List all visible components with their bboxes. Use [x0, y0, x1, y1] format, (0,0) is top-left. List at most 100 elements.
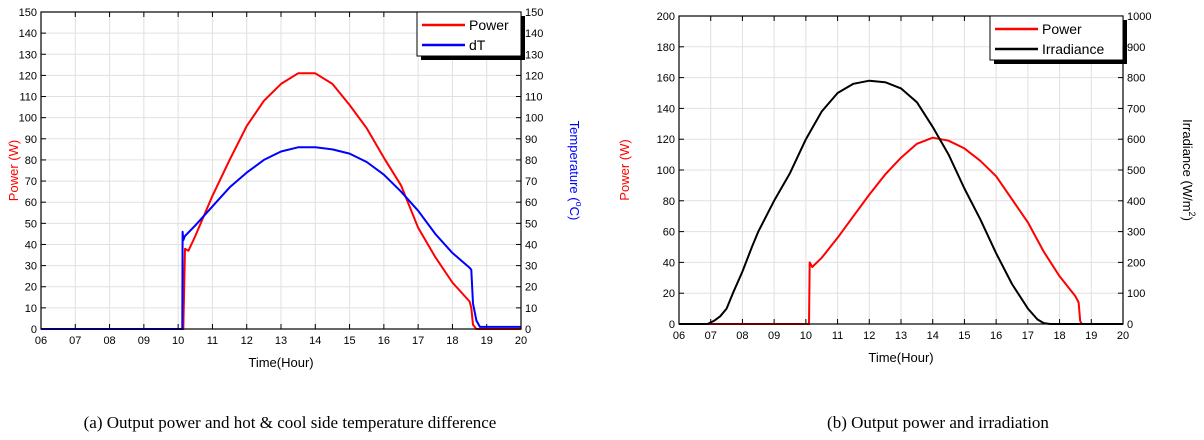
y-tick-label: 120 — [19, 70, 37, 82]
x-tick-label: 08 — [103, 335, 115, 347]
x-tick-label: 09 — [138, 335, 150, 347]
y-right-axis-label-end: ) — [1180, 217, 1195, 221]
y-tick-label: 20 — [663, 288, 675, 300]
y-right-tick-label: 600 — [1127, 134, 1145, 146]
y-tick-label: 150 — [19, 7, 37, 19]
x-tick-label: 07 — [705, 330, 717, 342]
y-right-tick-label: 200 — [1127, 257, 1145, 269]
y-tick-label: 100 — [657, 165, 675, 177]
y-tick-label: 30 — [25, 261, 37, 273]
plot-frame — [678, 15, 1124, 325]
x-tick-label: 17 — [1022, 330, 1034, 342]
y-tick-label: 140 — [657, 103, 675, 115]
plot-frame — [40, 11, 522, 330]
y-tick-label: 110 — [19, 92, 37, 104]
y-right-tick-label: 20 — [525, 282, 537, 294]
y-right-tick-label: 900 — [1127, 42, 1145, 54]
y-right-tick-label: 120 — [525, 70, 543, 82]
y-tick-label: 10 — [25, 303, 37, 315]
series-line-power — [679, 136, 1123, 325]
y-right-tick-label: 100 — [1127, 288, 1145, 300]
y-right-axis-label-end: C) — [567, 207, 582, 221]
y-tick-label: 160 — [657, 73, 675, 85]
x-tick-label: 15 — [958, 330, 970, 342]
y-right-tick-label: 50 — [525, 218, 537, 230]
y-tick-label: 0 — [669, 319, 675, 331]
y-tick-label: 180 — [657, 42, 675, 54]
series-line-dt — [41, 146, 521, 330]
series-line-power — [41, 72, 521, 330]
y-tick-label: 100 — [19, 113, 37, 125]
series-line-irradiance — [679, 79, 1123, 325]
y-right-tick-label: 110 — [525, 92, 543, 104]
y-right-axis-label-sup: 2 — [1187, 212, 1197, 217]
x-tick-label: 13 — [275, 335, 287, 347]
y-right-tick-label: 140 — [525, 28, 543, 40]
x-tick-label: 18 — [1053, 330, 1065, 342]
y-tick-label: 40 — [663, 257, 675, 269]
y-tick-label: 40 — [25, 239, 37, 251]
legend-label-dt: dT — [469, 37, 486, 53]
y-tick-label: 130 — [19, 49, 37, 61]
y-right-tick-label: 90 — [525, 134, 537, 146]
x-tick-label: 18 — [446, 335, 458, 347]
y-right-tick-label: 40 — [525, 239, 537, 251]
y-tick-label: 120 — [657, 134, 675, 146]
y-right-tick-label: 10 — [525, 303, 537, 315]
legend: Power dT — [416, 11, 522, 57]
y-right-tick-label: 150 — [525, 7, 543, 19]
x-tick-label: 13 — [895, 330, 907, 342]
y-axis-label: Power (W) — [617, 139, 632, 200]
y-right-tick-label: 400 — [1127, 196, 1145, 208]
x-tick-label: 10 — [172, 335, 184, 347]
x-tick-label: 07 — [69, 335, 81, 347]
y-right-tick-label: 1000 — [1127, 11, 1151, 23]
y-right-axis-label-main: Temperature ( — [567, 121, 582, 203]
y-tick-label: 70 — [25, 176, 37, 188]
x-axis-label: Time(Hour) — [868, 350, 933, 365]
y-right-tick-label: 300 — [1127, 227, 1145, 239]
x-tick-label: 12 — [241, 335, 253, 347]
x-tick-label: 12 — [863, 330, 875, 342]
x-tick-label: 08 — [736, 330, 748, 342]
y-right-tick-label: 70 — [525, 176, 537, 188]
legend-label-power: Power — [469, 17, 509, 33]
y-right-tick-label: 60 — [525, 197, 537, 209]
y-tick-label: 140 — [19, 28, 37, 40]
x-tick-label: 16 — [990, 330, 1002, 342]
x-tick-label: 10 — [800, 330, 812, 342]
y-right-tick-label: 0 — [525, 324, 531, 336]
y-axis-label: Power (W) — [6, 140, 21, 201]
y-tick-label: 90 — [25, 134, 37, 146]
x-tick-label: 19 — [1085, 330, 1097, 342]
y-tick-label: 60 — [663, 227, 675, 239]
y-tick-label: 200 — [657, 11, 675, 23]
chart-a: 06 07 08 09 10 11 12 13 14 15 16 17 18 19 200102030405… — [6, 7, 584, 370]
x-axis-label: Time(Hour) — [248, 355, 313, 370]
legend: Power Irradiance — [989, 15, 1124, 61]
caption-a: (a) Output power and hot & cool side tem… — [84, 413, 497, 432]
y-tick-label: 60 — [25, 197, 37, 209]
y-right-axis-label-sup: o — [574, 202, 584, 207]
legend-box — [416, 11, 522, 57]
y-right-tick-label: 800 — [1127, 73, 1145, 85]
x-tick-label: 19 — [481, 335, 493, 347]
y-tick-label: 80 — [25, 155, 37, 167]
chart-b: 06 07 08 09 10 11 12 13 14 15 16 17 18 19 200204060801… — [617, 11, 1197, 365]
y-right-tick-label: 100 — [525, 113, 543, 125]
y-right-axis-label: Temperature (oC) — [567, 121, 584, 221]
caption-b: (b) Output power and irradiation — [827, 413, 1049, 432]
x-tick-label: 14 — [927, 330, 939, 342]
x-tick-label: 11 — [207, 335, 218, 347]
x-tick-label: 06 — [35, 335, 47, 347]
y-tick-label: 20 — [25, 282, 37, 294]
y-right-tick-label: 700 — [1127, 103, 1145, 115]
x-tick-label: 15 — [343, 335, 355, 347]
y-right-tick-label: 30 — [525, 261, 537, 273]
x-tick-label: 20 — [1117, 330, 1129, 342]
x-tick-label: 11 — [832, 330, 843, 342]
y-right-axis-label-main: Irradiance (W/m — [1180, 119, 1195, 211]
legend-label-power: Power — [1042, 21, 1082, 37]
x-tick-label: 14 — [309, 335, 321, 347]
